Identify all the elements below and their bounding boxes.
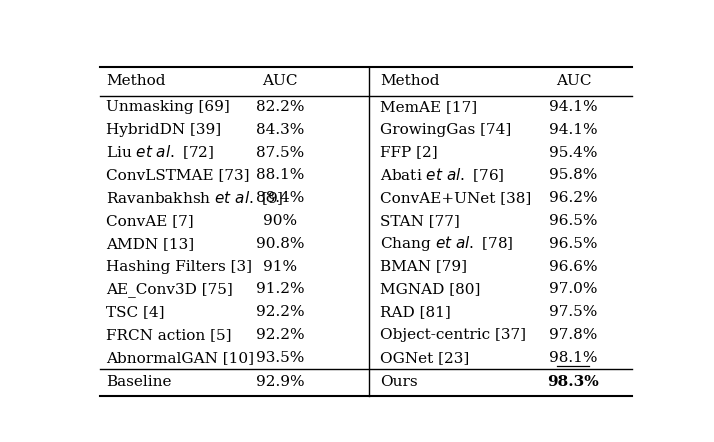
Text: FFP [2]: FFP [2] <box>380 145 438 160</box>
Text: 98.3%: 98.3% <box>548 376 599 389</box>
Text: 93.5%: 93.5% <box>256 351 304 365</box>
Text: Abati $\it{et\ al.}$ [76]: Abati $\it{et\ al.}$ [76] <box>380 167 504 184</box>
Text: 84.3%: 84.3% <box>256 123 304 137</box>
Text: 82.2%: 82.2% <box>256 100 304 114</box>
Text: 98.1%: 98.1% <box>549 351 598 365</box>
Text: BMAN [79]: BMAN [79] <box>380 259 467 274</box>
Text: AMDN [13]: AMDN [13] <box>106 237 194 251</box>
Text: 95.8%: 95.8% <box>549 168 598 183</box>
Text: Object-centric [37]: Object-centric [37] <box>380 328 526 342</box>
Text: 94.1%: 94.1% <box>549 100 598 114</box>
Text: GrowingGas [74]: GrowingGas [74] <box>380 123 511 137</box>
Text: 96.2%: 96.2% <box>549 191 598 205</box>
Text: 91.2%: 91.2% <box>256 282 304 297</box>
Text: 92.2%: 92.2% <box>256 328 304 342</box>
Text: STAN [77]: STAN [77] <box>380 214 460 228</box>
Text: 92.9%: 92.9% <box>256 376 304 389</box>
Text: 97.5%: 97.5% <box>549 305 598 319</box>
Text: TSC [4]: TSC [4] <box>106 305 164 319</box>
Text: Chang $\it{et\ al.}$ [78]: Chang $\it{et\ al.}$ [78] <box>380 234 513 253</box>
Text: AbnormalGAN [10]: AbnormalGAN [10] <box>106 351 254 365</box>
Text: RAD [81]: RAD [81] <box>380 305 451 319</box>
Text: Method: Method <box>380 74 439 88</box>
Text: 90%: 90% <box>263 214 297 228</box>
Text: MemAE [17]: MemAE [17] <box>380 100 477 114</box>
Text: Hashing Filters [3]: Hashing Filters [3] <box>106 259 252 274</box>
Text: Method: Method <box>106 74 166 88</box>
Text: OGNet [23]: OGNet [23] <box>380 351 469 365</box>
Text: MGNAD [80]: MGNAD [80] <box>380 282 480 297</box>
Text: Unmasking [69]: Unmasking [69] <box>106 100 230 114</box>
Text: ConvAE [7]: ConvAE [7] <box>106 214 193 228</box>
Text: 88.4%: 88.4% <box>256 191 304 205</box>
Text: 91%: 91% <box>263 259 297 274</box>
Text: 87.5%: 87.5% <box>256 145 304 160</box>
Text: 97.8%: 97.8% <box>549 328 598 342</box>
Text: 94.1%: 94.1% <box>549 123 598 137</box>
Text: FRCN action [5]: FRCN action [5] <box>106 328 231 342</box>
Text: 96.6%: 96.6% <box>549 259 598 274</box>
Text: 90.8%: 90.8% <box>256 237 304 251</box>
Text: 96.5%: 96.5% <box>549 237 598 251</box>
Text: Liu $\it{et\ al.}$ [72]: Liu $\it{et\ al.}$ [72] <box>106 144 214 161</box>
Text: Ours: Ours <box>380 376 418 389</box>
Text: ConvAE+UNet [38]: ConvAE+UNet [38] <box>380 191 531 205</box>
Text: AUC: AUC <box>263 74 298 88</box>
Text: 97.0%: 97.0% <box>549 282 598 297</box>
Text: AUC: AUC <box>555 74 591 88</box>
Text: AE_Conv3D [75]: AE_Conv3D [75] <box>106 282 233 297</box>
Text: 88.1%: 88.1% <box>256 168 304 183</box>
Text: Ravanbakhsh $\it{et\ al.}$ [9]: Ravanbakhsh $\it{et\ al.}$ [9] <box>106 189 283 207</box>
Text: ConvLSTMAE [73]: ConvLSTMAE [73] <box>106 168 249 183</box>
Text: 96.5%: 96.5% <box>549 214 598 228</box>
Text: HybridDN [39]: HybridDN [39] <box>106 123 221 137</box>
Text: 92.2%: 92.2% <box>256 305 304 319</box>
Text: Baseline: Baseline <box>106 376 171 389</box>
Text: 95.4%: 95.4% <box>549 145 598 160</box>
